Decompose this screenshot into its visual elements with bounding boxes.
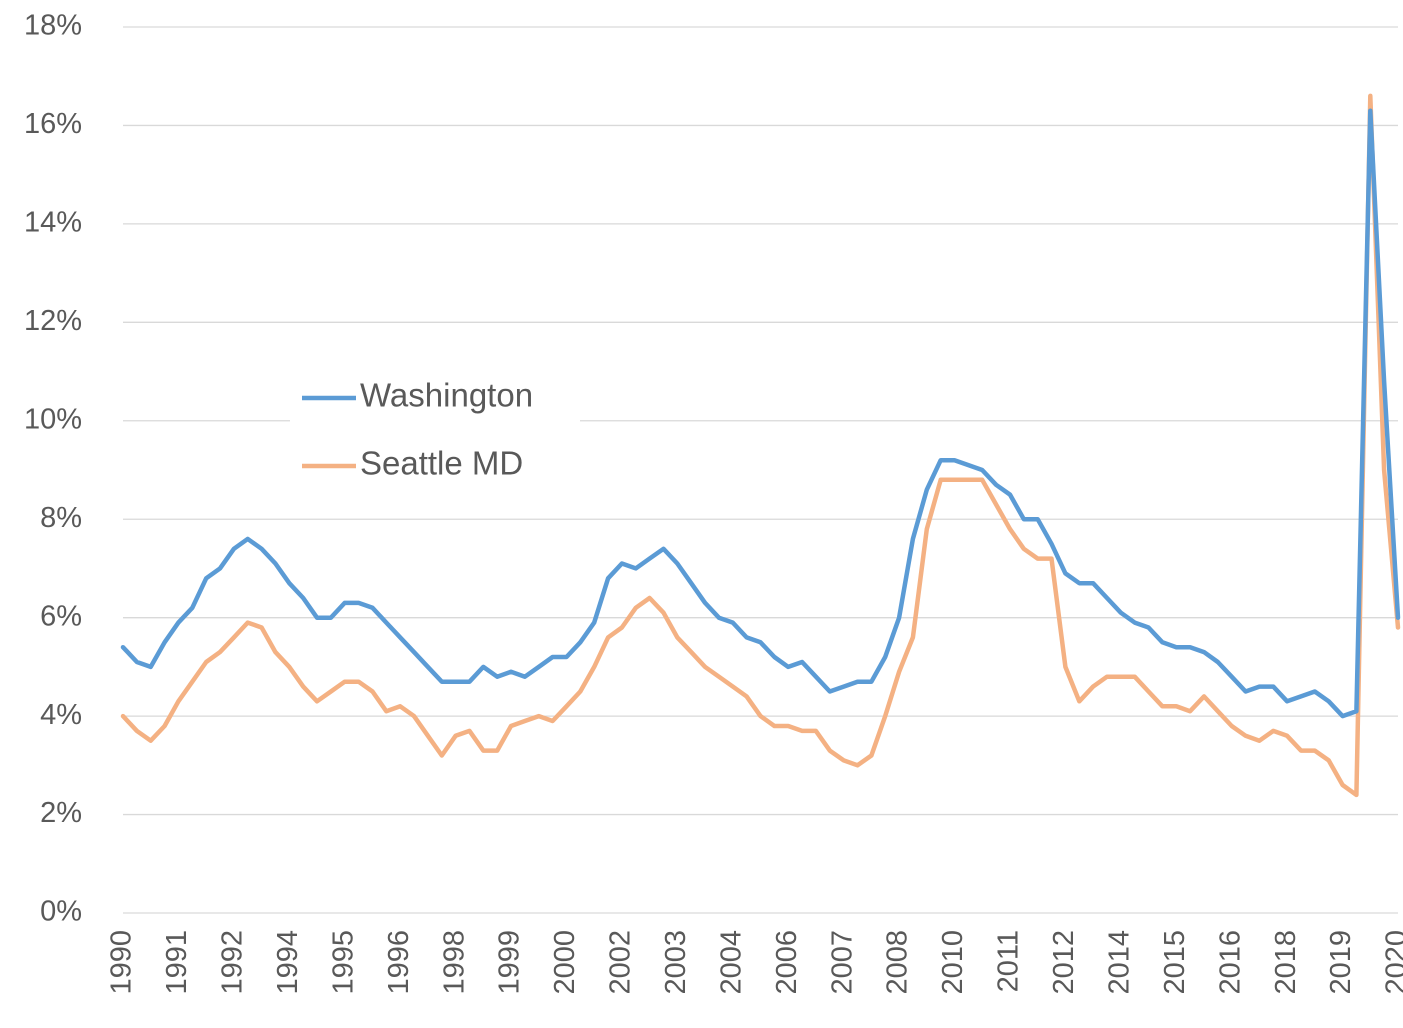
x-tick-label: 2002 [605,930,637,995]
x-tick-label: 2016 [1214,930,1246,995]
x-tick-label: 2008 [882,930,914,995]
x-tick-label: 2010 [937,930,969,995]
x-tick-label: 2019 [1325,930,1357,995]
y-tick-label: 8% [40,502,82,534]
y-tick-label: 16% [24,108,82,140]
x-tick-label: 1999 [494,930,526,995]
x-tick-label: 1995 [327,930,359,995]
x-tick-label: 2000 [549,930,581,995]
x-tick-label: 2020 [1381,930,1403,995]
x-tick-label: 2014 [1103,930,1135,995]
y-tick-label: 12% [24,305,82,337]
legend-label: Washington [360,377,533,414]
x-tick-label: 1994 [272,930,304,995]
series-line [120,108,1401,719]
x-tick-label: 2006 [771,930,803,995]
y-tick-label: 4% [40,699,82,731]
y-tick-label: 18% [24,10,82,42]
y-tick-label: 6% [40,600,82,632]
x-tick-label: 1990 [106,930,138,995]
y-tick-label: 14% [24,207,82,239]
y-tick-label: 0% [40,896,82,928]
legend-label: Seattle MD [360,445,523,482]
x-tick-label: 2003 [660,930,692,995]
y-tick-label: 10% [24,403,82,435]
x-tick-label: 2018 [1270,930,1302,995]
x-tick-label: 2012 [1048,930,1080,995]
x-tick-label: 1996 [383,930,415,995]
x-tick-label: 2004 [715,930,747,995]
x-tick-label: 2007 [826,930,858,995]
x-tick-label: 2011 [993,930,1025,992]
series-line [120,93,1401,798]
x-tick-label: 2015 [1159,930,1191,995]
x-tick-label: 1992 [217,930,249,995]
x-tick-label: 1991 [161,930,193,995]
x-tick-label: 1998 [438,930,470,995]
y-tick-label: 2% [40,797,82,829]
